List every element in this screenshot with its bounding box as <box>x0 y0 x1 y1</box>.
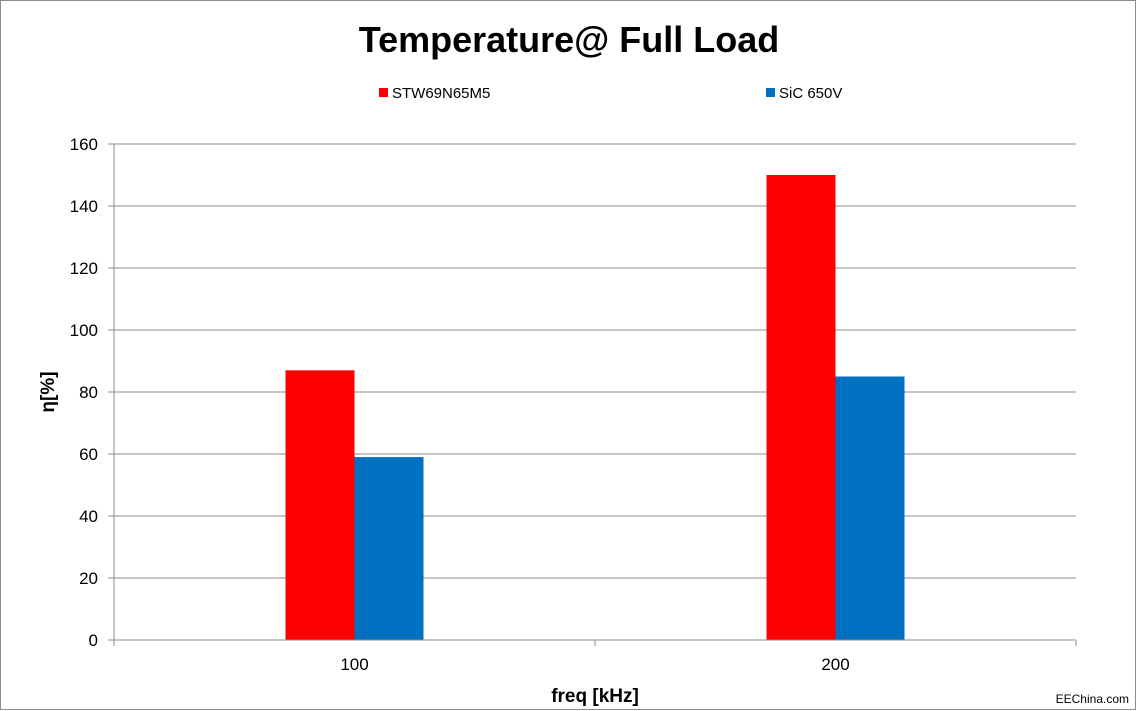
y-tick-label: 40 <box>79 507 98 526</box>
bar-sic-650v-200 <box>835 376 905 640</box>
y-tick-label: 60 <box>79 445 98 464</box>
x-axis-ticks: 100 200 <box>113 640 1077 674</box>
bar-stw69n65m5-200 <box>766 175 836 640</box>
y-tick-label: 80 <box>79 383 98 402</box>
y-axis-title: η[%] <box>38 371 59 412</box>
x-axis-title: freq [kHz] <box>551 686 639 707</box>
legend-label-stw69n65m5: STW69N65M5 <box>392 85 490 102</box>
x-tick-label: 200 <box>821 655 849 674</box>
watermark-text: EEChina.com <box>1056 692 1129 706</box>
y-tick-label: 120 <box>70 259 98 278</box>
gridlines <box>114 143 1076 579</box>
legend-swatch-sic-650v <box>766 88 775 97</box>
legend: STW69N65M5 SiC 650V <box>379 85 842 102</box>
chart-title: Temperature@ Full Load <box>359 19 780 60</box>
x-tick-label: 100 <box>340 655 368 674</box>
y-tick-label: 100 <box>70 321 98 340</box>
bars <box>285 175 905 640</box>
y-tick-label: 140 <box>70 197 98 216</box>
y-axis-ticks: 0 20 40 60 80 100 120 140 160 <box>70 135 114 650</box>
legend-label-sic-650v: SiC 650V <box>779 85 842 102</box>
bar-stw69n65m5-100 <box>285 370 355 640</box>
y-tick-label: 0 <box>89 631 98 650</box>
legend-swatch-stw69n65m5 <box>379 88 388 97</box>
y-tick-label: 160 <box>70 135 98 154</box>
y-tick-label: 20 <box>79 569 98 588</box>
bar-sic-650v-100 <box>354 457 424 640</box>
